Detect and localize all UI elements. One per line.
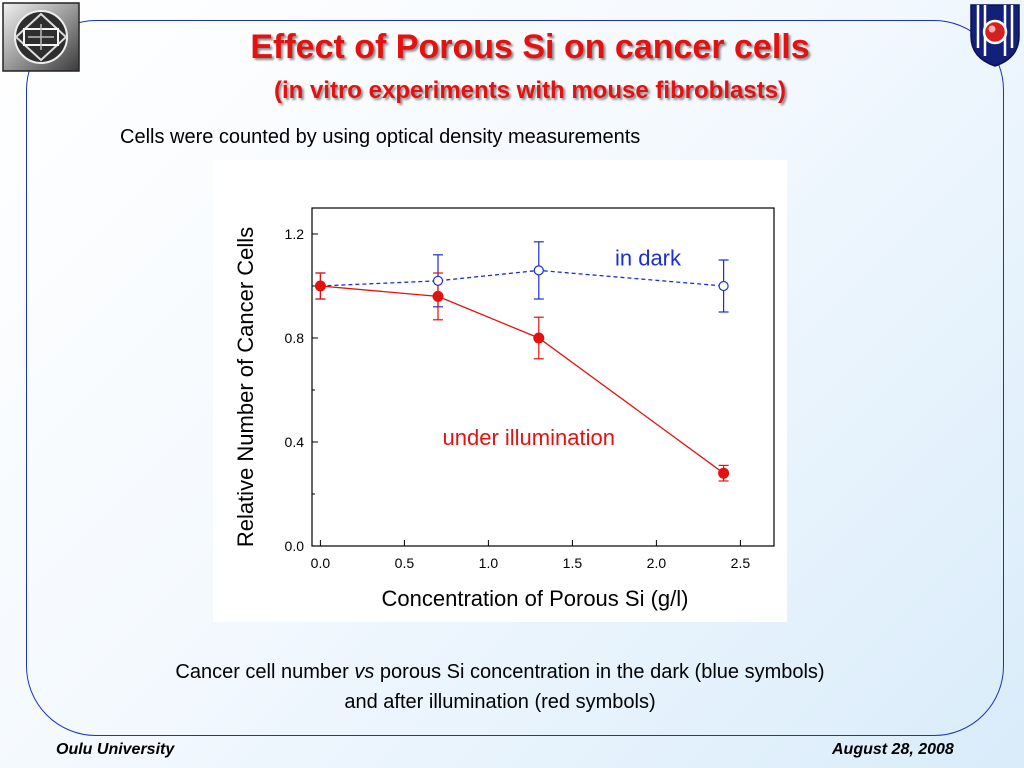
data-points	[314, 265, 730, 479]
axis-ticks: 0.0 0.5 1.0 1.5 2.0 2.5 0.0 0.4 0.8 1.2	[285, 226, 751, 571]
data-point-under-illumination	[718, 467, 730, 479]
caption-line-1: Cancer cell number vs porous Si concentr…	[0, 661, 1000, 684]
x-tick-label: 0.0	[311, 555, 331, 571]
caption-text: porous Si concentration in the dark (blu…	[374, 661, 825, 683]
footer-date: August 28, 2008	[832, 741, 954, 758]
series-lines	[320, 269, 724, 474]
university-emblem-icon	[2, 2, 80, 72]
data-point-in-dark	[533, 265, 544, 276]
institute-logo-icon	[968, 2, 1022, 68]
caption-emphasis: vs	[354, 661, 375, 683]
series-line-in-dark	[320, 269, 724, 287]
chart-panel: 0.0 0.5 1.0 1.5 2.0 2.5 0.0 0.4 0.8 1.2 in dark u…	[213, 160, 787, 622]
x-axis-label: Concentration of Porous Si (g/l)	[382, 586, 689, 611]
series-line-under-illumination	[320, 285, 724, 474]
y-tick-label: 0.0	[285, 538, 305, 554]
y-axis-label: Relative Number of Cancer Cells	[233, 227, 258, 547]
page-title: Effect of Porous Si on cancer cells	[250, 28, 810, 66]
plot-area	[311, 207, 775, 547]
x-tick-label: 1.0	[479, 555, 499, 571]
data-point-under-illumination	[533, 332, 545, 344]
x-tick-label: 2.0	[647, 555, 667, 571]
x-tick-label: 1.5	[563, 555, 583, 571]
caption-line-2: and after illumination (red symbols)	[344, 691, 656, 713]
annotation-in-dark: in dark	[615, 245, 682, 270]
data-point-in-dark	[432, 275, 444, 286]
y-tick-label: 0.4	[285, 434, 305, 450]
annotation-under-illumination: under illumination	[443, 425, 615, 450]
data-point-under-illumination	[314, 280, 326, 292]
chart: 0.0 0.5 1.0 1.5 2.0 2.5 0.0 0.4 0.8 1.2 in dark u…	[233, 207, 775, 611]
data-point-under-illumination	[432, 290, 444, 302]
y-tick-label: 0.8	[285, 330, 305, 346]
caption-text: Cancer cell number	[175, 661, 355, 683]
footer-organization: Oulu University	[56, 741, 175, 758]
slide-frame	[26, 20, 1004, 736]
intro-text: Cells were counted by using optical dens…	[120, 126, 641, 148]
x-tick-label: 0.5	[395, 555, 415, 571]
x-tick-label: 2.5	[731, 555, 751, 571]
data-point-in-dark	[718, 280, 729, 292]
page-subtitle: (in vitro experiments with mouse fibrobl…	[273, 77, 787, 104]
y-tick-label: 1.2	[285, 226, 305, 242]
